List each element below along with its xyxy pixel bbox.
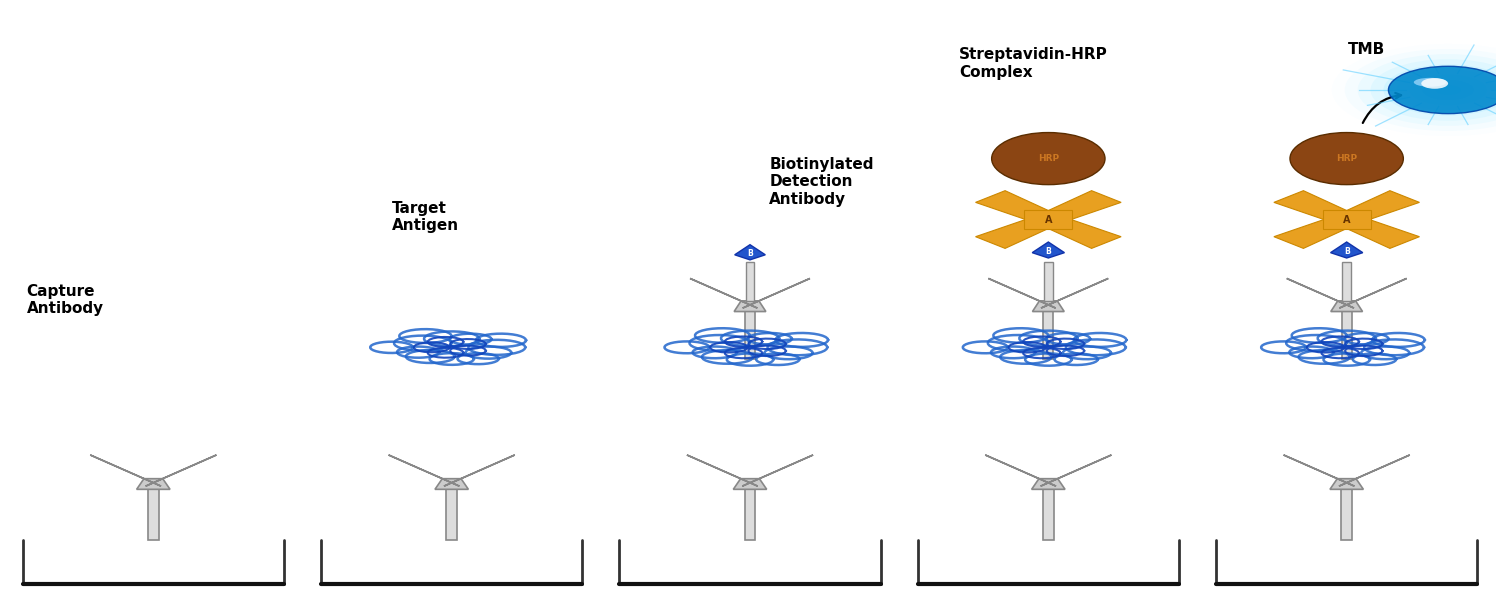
Polygon shape — [1038, 215, 1120, 248]
Text: Biotinylated
Detection
Antibody: Biotinylated Detection Antibody — [770, 157, 874, 206]
Polygon shape — [742, 455, 813, 486]
Text: Target
Antigen: Target Antigen — [392, 201, 459, 233]
Polygon shape — [988, 278, 1056, 308]
Polygon shape — [1044, 262, 1053, 301]
Polygon shape — [1024, 210, 1072, 229]
Polygon shape — [1287, 278, 1354, 308]
Polygon shape — [1032, 242, 1065, 258]
Polygon shape — [746, 262, 754, 301]
Polygon shape — [975, 215, 1059, 248]
Polygon shape — [746, 487, 754, 539]
Polygon shape — [1340, 278, 1407, 308]
Text: B: B — [1344, 247, 1350, 256]
Circle shape — [1436, 85, 1461, 95]
Polygon shape — [1038, 191, 1120, 224]
Polygon shape — [734, 479, 766, 490]
Text: Capture
Antibody: Capture Antibody — [27, 284, 104, 316]
Polygon shape — [735, 245, 765, 260]
Polygon shape — [1330, 301, 1362, 311]
Polygon shape — [1274, 191, 1358, 224]
Polygon shape — [742, 278, 810, 308]
Polygon shape — [986, 455, 1056, 486]
Polygon shape — [447, 487, 458, 539]
Polygon shape — [1336, 215, 1419, 248]
Circle shape — [1371, 59, 1500, 121]
Polygon shape — [1032, 479, 1065, 490]
Text: A: A — [1044, 215, 1052, 224]
Polygon shape — [690, 278, 758, 308]
Circle shape — [1422, 80, 1474, 100]
Polygon shape — [1341, 308, 1352, 359]
Polygon shape — [1044, 308, 1053, 359]
Text: B: B — [747, 249, 753, 258]
Text: HRP: HRP — [1336, 154, 1358, 163]
Polygon shape — [1032, 301, 1064, 311]
Polygon shape — [1330, 479, 1364, 490]
Polygon shape — [1274, 215, 1358, 248]
Polygon shape — [435, 479, 468, 490]
Polygon shape — [136, 479, 170, 490]
Polygon shape — [1342, 262, 1352, 301]
Polygon shape — [687, 455, 758, 486]
Polygon shape — [1340, 455, 1410, 486]
Polygon shape — [1284, 455, 1354, 486]
Text: TMB: TMB — [1347, 43, 1384, 58]
Polygon shape — [146, 455, 216, 486]
Polygon shape — [734, 301, 766, 311]
Polygon shape — [1336, 191, 1419, 224]
Polygon shape — [975, 191, 1059, 224]
Ellipse shape — [992, 133, 1106, 185]
Polygon shape — [746, 308, 754, 359]
Polygon shape — [1042, 487, 1053, 539]
Text: B: B — [1046, 247, 1052, 256]
Polygon shape — [1323, 210, 1371, 229]
Polygon shape — [1330, 242, 1364, 258]
Polygon shape — [444, 455, 514, 486]
Circle shape — [1422, 78, 1448, 89]
Circle shape — [1389, 66, 1500, 113]
Circle shape — [1383, 64, 1500, 116]
Ellipse shape — [1290, 133, 1404, 185]
Text: Streptavidin-HRP
Complex: Streptavidin-HRP Complex — [958, 47, 1107, 80]
Polygon shape — [1341, 487, 1352, 539]
Polygon shape — [148, 487, 159, 539]
Text: A: A — [1342, 215, 1350, 224]
Ellipse shape — [1414, 78, 1446, 87]
Polygon shape — [90, 455, 160, 486]
Polygon shape — [1041, 455, 1112, 486]
Polygon shape — [388, 455, 459, 486]
Circle shape — [1396, 70, 1500, 110]
Text: HRP: HRP — [1038, 154, 1059, 163]
Polygon shape — [1041, 278, 1108, 308]
Circle shape — [1410, 74, 1486, 106]
